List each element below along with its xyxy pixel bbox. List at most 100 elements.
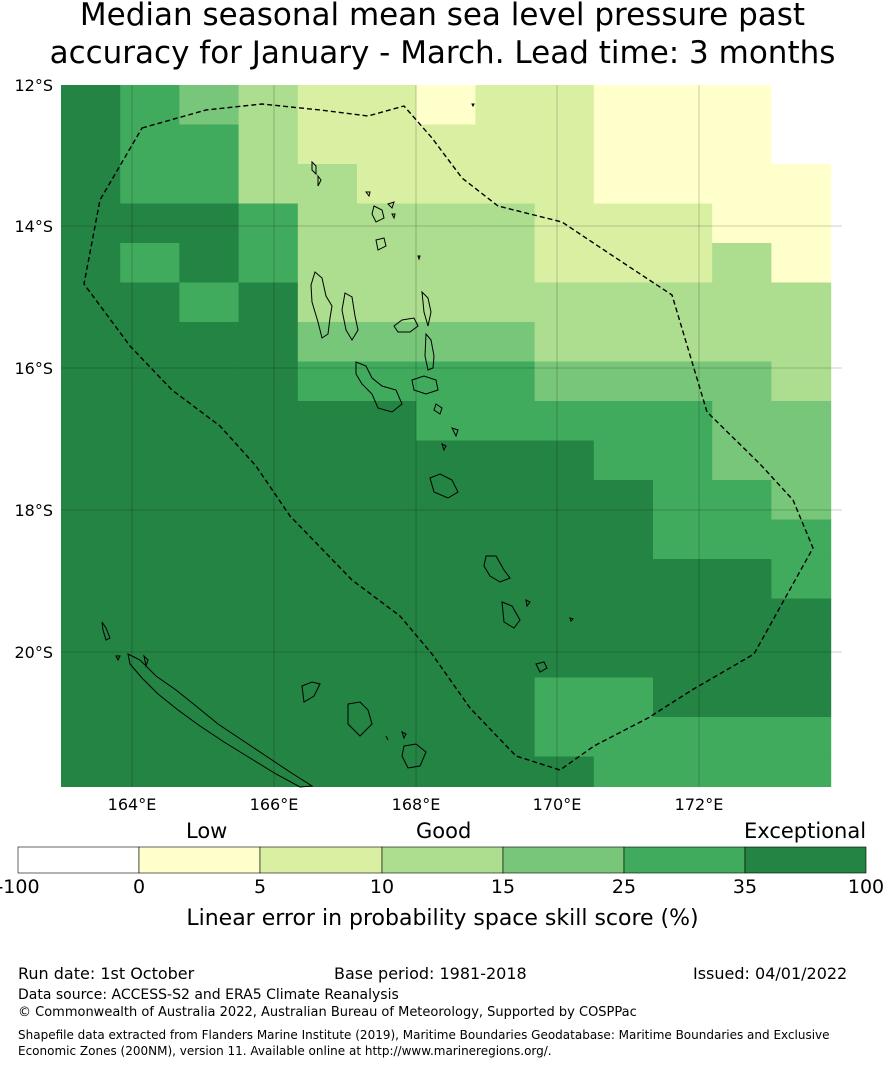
grid-cell — [179, 638, 240, 679]
grid-cell — [712, 124, 772, 165]
loyalty-mare — [401, 743, 427, 769]
grid-cell — [416, 598, 476, 639]
colorbar-segment — [381, 846, 504, 874]
x-axis-labels: 164°E 166°E 168°E 170°E 172°E — [108, 795, 724, 814]
grid-cell — [475, 164, 536, 205]
grid-cell — [712, 756, 772, 787]
grid-cell — [357, 203, 417, 244]
efate-island — [429, 473, 459, 499]
grid-cell — [120, 164, 180, 205]
grid-cell — [416, 282, 476, 323]
grid-cell — [238, 361, 299, 402]
grid-cell — [61, 322, 121, 363]
grid-cell — [593, 401, 654, 442]
grid-cell — [653, 559, 713, 600]
ambae-island — [393, 317, 419, 333]
grid-cell — [712, 203, 772, 244]
colorbar-label-good: Good — [416, 819, 472, 843]
grid-cell — [712, 322, 772, 363]
grid-cell — [120, 361, 180, 402]
grid-cell — [653, 361, 713, 402]
grid-cell — [357, 85, 417, 126]
grid-cell — [653, 85, 713, 126]
grid-cell — [653, 124, 713, 165]
grid-cell — [61, 100, 83, 187]
ambrym-island — [411, 375, 439, 395]
gridlines — [61, 85, 842, 787]
grid-cell — [712, 480, 772, 521]
colorbar-segment — [744, 846, 867, 874]
grid-cell — [120, 401, 180, 442]
grid-cell — [297, 480, 358, 521]
grid-cell — [416, 677, 476, 718]
grid-cell — [61, 717, 121, 758]
run-date: Run date: 1st October — [18, 964, 195, 983]
grid-cell — [475, 203, 536, 244]
grid-cell — [416, 480, 476, 521]
colorbar-segment — [259, 846, 383, 874]
grid-cell — [179, 282, 240, 323]
maewo-island — [421, 290, 432, 327]
grid-cell — [61, 559, 121, 600]
grid-cell — [712, 361, 772, 402]
x-tick-164E: 164°E — [108, 795, 157, 814]
grid-cell — [120, 480, 180, 521]
grid-cell — [238, 124, 299, 165]
islands — [101, 103, 574, 788]
grid-cell — [297, 440, 358, 481]
grid-cell — [120, 677, 180, 718]
grid-cell — [238, 164, 299, 205]
grid-cell — [357, 480, 417, 521]
grid-cell — [238, 203, 299, 244]
title-line-1: Median seasonal mean sea level pressure … — [79, 0, 806, 33]
issued-date: Issued: 04/01/2022 — [693, 964, 848, 983]
malo-island — [341, 292, 359, 341]
grid-cell — [357, 322, 417, 363]
grid-cell — [416, 361, 476, 402]
grid-cell — [534, 677, 595, 718]
grid-cell — [475, 598, 536, 639]
grid-cell — [120, 440, 180, 481]
shapefile-credit: Shapefile data extracted from Flanders M… — [18, 1027, 858, 1059]
grid-cell — [357, 282, 417, 323]
grid-cell — [120, 638, 180, 679]
grid-cell — [179, 85, 240, 126]
y-axis-labels: 12°S 14°S 16°S 18°S 20°S — [14, 76, 53, 662]
loyalty-lifou — [347, 701, 373, 737]
grid-cell — [297, 85, 358, 126]
grid-cell — [771, 519, 832, 560]
grid-cell — [179, 401, 240, 442]
grid-cell — [771, 164, 832, 205]
grid-cell — [238, 401, 299, 442]
grid-cell — [593, 559, 654, 600]
grid-cell — [475, 559, 536, 600]
grid-cell — [120, 598, 180, 639]
grid-cell — [179, 164, 240, 205]
grid-cell — [712, 677, 772, 718]
loyalty-ouvea — [301, 681, 321, 703]
grid-cell — [534, 85, 595, 126]
grid-cell — [534, 559, 595, 600]
grid-cell — [771, 677, 832, 718]
grid-cell — [61, 401, 121, 442]
grid-cell — [771, 361, 832, 402]
grid-cell — [179, 440, 240, 481]
grid-cell — [771, 124, 832, 165]
grid-cell — [593, 598, 654, 639]
grid-cell — [120, 322, 180, 363]
grid-cell — [179, 480, 240, 521]
grid-cell — [653, 519, 713, 560]
grid-cell — [357, 164, 417, 205]
colorbar-tick-25: 25 — [611, 876, 637, 898]
shapefile-credit-line-2: Economic Zones (200NM), version 11. Avai… — [18, 1044, 552, 1058]
grid-cell — [475, 124, 536, 165]
epi-island — [433, 403, 443, 415]
grid-cell — [357, 243, 417, 284]
grid-cell — [534, 282, 595, 323]
grid-cell — [238, 519, 299, 560]
grid-cell — [179, 519, 240, 560]
grid-cell — [297, 677, 358, 718]
grid-cell — [61, 243, 121, 284]
grid-cell — [297, 243, 358, 284]
